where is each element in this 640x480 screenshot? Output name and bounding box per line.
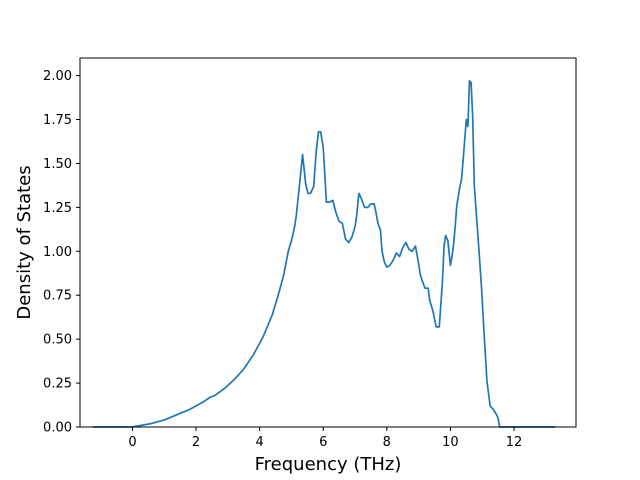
y-tick-label: 1.50 [43, 157, 72, 172]
x-tick-label: 8 [383, 435, 391, 450]
x-tick-label: 12 [506, 435, 523, 450]
x-axis-ticks: 0 2 4 6 8 10 12 [128, 427, 522, 450]
y-axis-ticks: 0.00 0.25 0.50 0.75 1.00 1.25 1.50 1.75 2.00 [43, 69, 80, 436]
y-tick-label: 2.00 [43, 69, 72, 84]
x-tick-label: 6 [319, 435, 327, 450]
plot-frame [79, 57, 577, 428]
x-tick-label: 4 [256, 435, 264, 450]
y-tick-label: 0.00 [43, 421, 72, 436]
x-tick-label: 10 [442, 435, 459, 450]
dos-line-series-0 [92, 79, 556, 428]
plot-area [92, 79, 556, 428]
y-tick-label: 1.25 [43, 201, 72, 216]
y-tick-label: 0.50 [43, 333, 72, 348]
y-tick-label: 1.00 [43, 245, 72, 260]
x-tick-label: 0 [128, 435, 136, 450]
y-axis-label: Density of States [14, 165, 35, 319]
y-tick-label: 0.75 [43, 289, 72, 304]
x-tick-label: 2 [192, 435, 200, 450]
y-tick-label: 0.25 [43, 377, 72, 392]
x-axis-label: Frequency (THz) [255, 454, 402, 475]
y-tick-label: 1.75 [43, 113, 72, 128]
